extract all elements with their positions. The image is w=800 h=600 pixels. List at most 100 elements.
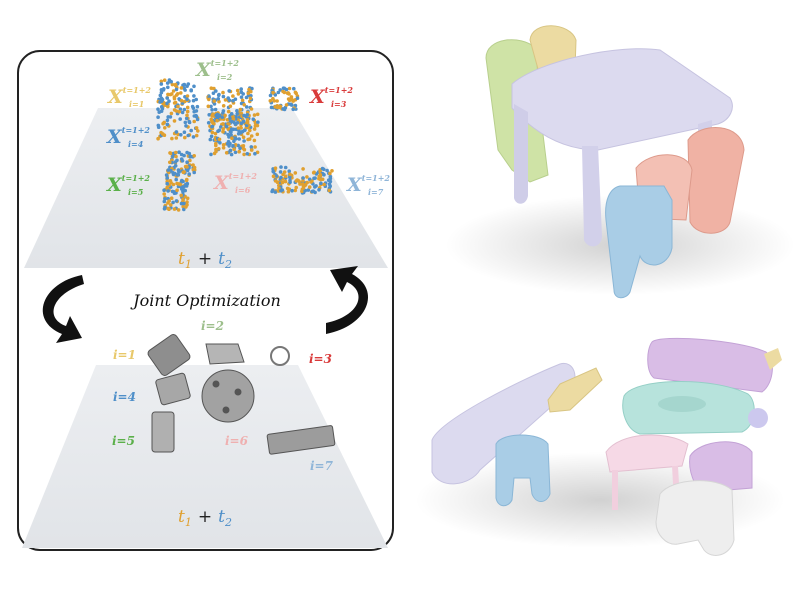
cloud-point [182,130,187,134]
bottom-labels: i=1 i=2 i=3 i=4 i=5 i=6 i=7 [112,319,334,473]
cloud-point [241,119,246,124]
cloud-point [181,204,185,209]
label-i7: i=7 [310,459,334,473]
small-blue-chair [495,434,551,507]
cloud-point [208,137,213,142]
cloud-point [284,87,289,92]
cloud-point [286,97,291,101]
cloud-point [246,91,251,95]
cloud-point [252,138,257,143]
object-i3-shape [270,346,290,366]
cloud-point [229,127,234,131]
cloud-point [165,176,169,180]
cloud-point [244,105,249,109]
cloud-point [214,89,218,93]
cloud-point [271,169,276,174]
cloud-point [207,113,211,117]
cloud-point [301,178,305,183]
cloud-point [184,116,189,121]
object-i4-shape [155,372,191,406]
cloud-point [175,173,179,177]
cloud-point [278,88,283,92]
cloud-point [183,135,187,140]
cloud-point [255,112,260,117]
cloud-point [232,120,236,125]
cloud-point [211,91,216,95]
cloud-point [167,78,172,82]
cloud-point [181,197,185,201]
label-i6: i=6 [225,434,249,448]
cloud-point [163,197,167,201]
label-x-i5: Xt=1+2 i=5 [106,173,150,197]
cloud-point [283,165,288,170]
cloud-point [162,199,167,204]
cloud-point [290,188,294,193]
cloud-point [179,157,184,161]
cloud-point [191,98,196,103]
cloud-point [175,188,179,192]
cloud-point [185,109,190,114]
cloud-point [188,158,192,163]
cloud-point [300,182,305,186]
cloud-point [223,98,228,102]
yellow-block [547,367,603,413]
cloud-point [233,150,238,155]
cloud-point [230,136,234,140]
cloud-point [179,91,183,95]
cloud-point [169,196,174,200]
cloud-point [215,118,219,123]
cloud-point [228,116,232,120]
cloud-point [327,188,332,193]
cloud-point [217,92,221,97]
cloud-point [242,113,246,118]
cloud-point [281,172,285,177]
cloud-point [156,115,160,119]
cloud-point [179,201,184,206]
cloud-i7 [270,165,334,195]
cloud-point [173,164,178,168]
label-i4: i=4 [113,390,136,404]
cloud-point [301,186,306,190]
cloud-point [232,147,236,151]
cloud-point [187,119,191,124]
cloud-point [195,104,200,109]
cloud-point [180,110,185,115]
object-center-hole-2 [234,388,242,396]
cloud-point [312,176,316,181]
cloud-point [221,94,226,99]
cloud-point [210,130,215,135]
cloud-point [172,96,177,101]
cloud-point [166,115,170,119]
cloud-point [174,136,179,140]
left-panel: Xt=1+2 i=1 Xt=1+2 i=2 Xt=1+2 i=3 Xt=1+2 i=4 … [17,50,394,551]
cloud-point [273,105,278,109]
cloud-point [255,132,260,137]
cloud-point [192,119,196,124]
cloud-point [242,152,246,157]
cloud-point [192,170,196,175]
cloud-point [161,121,165,126]
cloud-point [231,114,235,119]
cloud-point [185,94,190,98]
cloud-point [194,113,198,118]
cloud-point [275,99,279,103]
object-i1-shape [147,334,191,376]
cloud-point [277,186,281,190]
cloud-point [271,174,276,179]
cloud-point [322,182,326,187]
cloud-point [177,97,181,101]
cloud-point [213,131,218,136]
cloud-point [166,92,170,97]
cloud-point [235,112,239,116]
cloud-point [245,118,250,122]
cloud-point [174,177,178,182]
cloud-point [178,117,182,121]
cloud-point [280,180,285,185]
cloud-point [209,134,214,139]
label-x-i2: Xt=1+2 i=2 [195,58,239,82]
cloud-point [283,174,288,178]
cloud-point [217,147,221,151]
cloud-point [185,113,189,118]
cloud-point [186,82,191,86]
cloud-point [189,88,193,93]
